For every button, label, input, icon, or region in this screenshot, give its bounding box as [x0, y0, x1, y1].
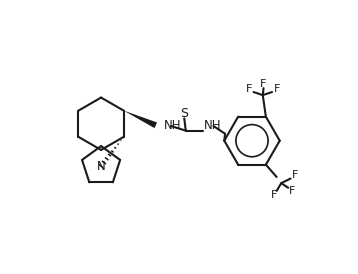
- Text: F: F: [292, 170, 298, 181]
- Text: NH: NH: [203, 119, 221, 132]
- Text: F: F: [289, 186, 295, 196]
- Text: F: F: [260, 79, 267, 89]
- Polygon shape: [124, 111, 157, 128]
- Text: N: N: [97, 159, 106, 173]
- Text: F: F: [270, 190, 277, 201]
- Text: F: F: [246, 84, 252, 94]
- Text: NH: NH: [164, 119, 181, 132]
- Text: S: S: [180, 107, 188, 120]
- Text: F: F: [274, 84, 280, 94]
